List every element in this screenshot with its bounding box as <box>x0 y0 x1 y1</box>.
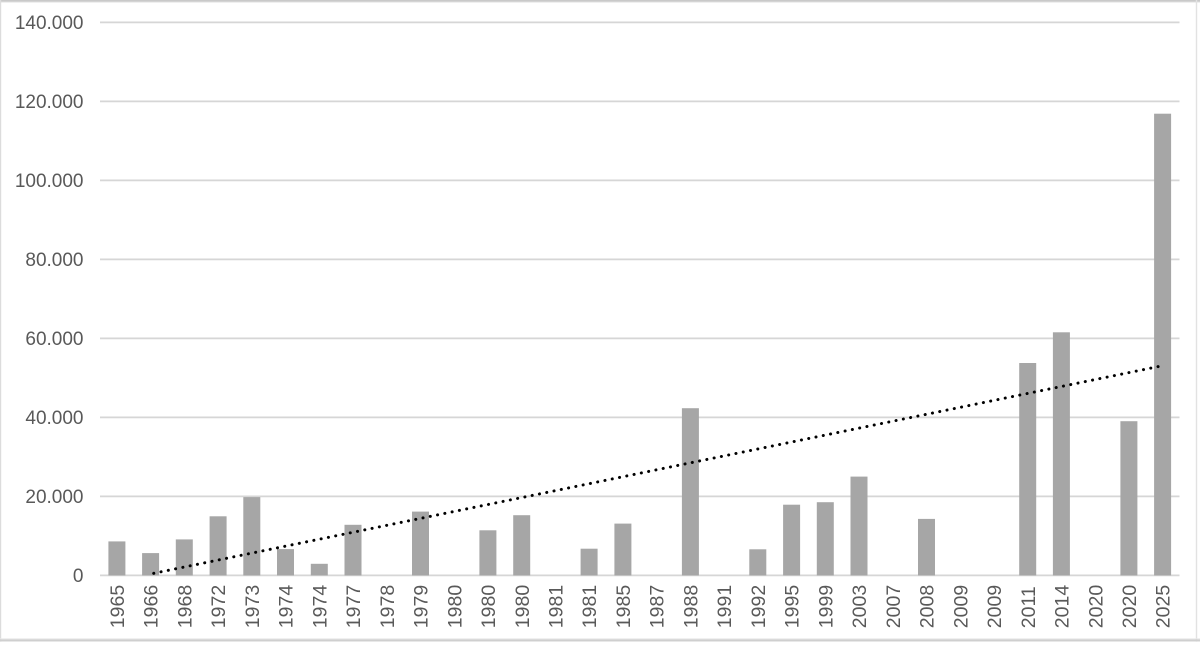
svg-text:40.000: 40.000 <box>25 408 83 429</box>
svg-text:2020: 2020 <box>1119 585 1141 629</box>
svg-text:1979: 1979 <box>411 585 433 628</box>
svg-text:1992: 1992 <box>748 585 770 628</box>
svg-text:2008: 2008 <box>917 585 939 628</box>
svg-text:20.000: 20.000 <box>25 487 83 508</box>
svg-text:1988: 1988 <box>681 585 703 628</box>
svg-text:2003: 2003 <box>849 585 871 628</box>
svg-text:1980: 1980 <box>512 585 534 629</box>
svg-text:1995: 1995 <box>782 585 804 629</box>
svg-text:1999: 1999 <box>815 585 837 628</box>
svg-text:1972: 1972 <box>208 585 230 628</box>
svg-text:1981: 1981 <box>546 585 568 628</box>
svg-text:1987: 1987 <box>647 585 669 628</box>
svg-text:2009: 2009 <box>950 585 972 628</box>
svg-text:1966: 1966 <box>141 585 163 628</box>
svg-text:1977: 1977 <box>343 585 365 628</box>
svg-text:1980: 1980 <box>444 585 466 629</box>
svg-text:1965: 1965 <box>107 585 129 629</box>
svg-text:120.000: 120.000 <box>15 92 84 113</box>
svg-text:2011: 2011 <box>1018 586 1040 628</box>
svg-text:2007: 2007 <box>883 585 905 628</box>
svg-text:1985: 1985 <box>613 585 635 629</box>
svg-text:140.000: 140.000 <box>15 13 84 34</box>
svg-text:2025: 2025 <box>1153 585 1175 629</box>
svg-text:0: 0 <box>73 566 84 587</box>
svg-text:1974: 1974 <box>276 585 298 629</box>
svg-text:1991: 1991 <box>714 585 736 628</box>
svg-text:1974: 1974 <box>309 585 331 629</box>
svg-text:1978: 1978 <box>377 585 399 628</box>
svg-text:80.000: 80.000 <box>25 250 83 271</box>
svg-text:1981: 1981 <box>579 585 601 628</box>
svg-text:2009: 2009 <box>984 585 1006 628</box>
svg-text:2014: 2014 <box>1052 585 1074 629</box>
svg-text:100.000: 100.000 <box>15 171 84 192</box>
svg-text:1968: 1968 <box>174 585 196 628</box>
svg-text:1980: 1980 <box>478 585 500 629</box>
svg-text:2020: 2020 <box>1085 585 1107 629</box>
svg-text:60.000: 60.000 <box>25 329 83 350</box>
svg-text:1973: 1973 <box>242 585 264 628</box>
